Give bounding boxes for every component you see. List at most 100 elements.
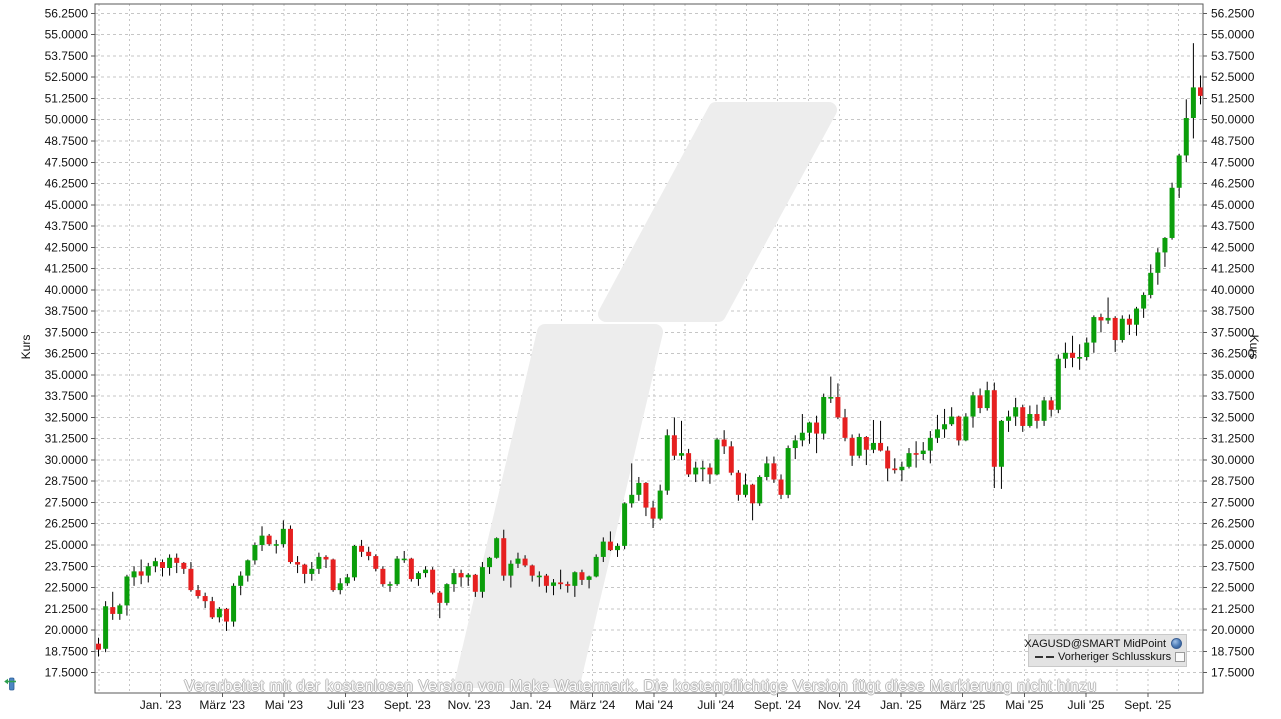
candle bbox=[750, 483, 756, 521]
x-axis[interactable]: Jan. '23 März '23 Mai '23 Juli '23 Sept. '23… bbox=[140, 693, 1172, 712]
candle bbox=[501, 529, 507, 581]
candle bbox=[678, 420, 684, 460]
candle bbox=[906, 448, 912, 469]
svg-text:21.2500: 21.2500 bbox=[1211, 602, 1255, 616]
svg-text:31.2500: 31.2500 bbox=[45, 432, 89, 446]
legend-series-row: XAGUSD@SMART MidPoint bbox=[1024, 637, 1182, 651]
svg-text:41.2500: 41.2500 bbox=[1211, 262, 1255, 276]
svg-text:41.2500: 41.2500 bbox=[45, 262, 89, 276]
svg-text:30.0000: 30.0000 bbox=[45, 453, 89, 467]
candle bbox=[1084, 337, 1090, 361]
candle bbox=[892, 458, 898, 474]
candle bbox=[1155, 248, 1161, 285]
candle bbox=[323, 555, 329, 568]
candle bbox=[1041, 397, 1047, 426]
svg-text:53.7500: 53.7500 bbox=[45, 49, 89, 63]
globe-icon[interactable] bbox=[1171, 638, 1182, 650]
candle bbox=[849, 434, 855, 466]
svg-text:26.2500: 26.2500 bbox=[1211, 517, 1255, 531]
y-axis-title-left: Kurs bbox=[19, 334, 33, 360]
candle bbox=[1006, 410, 1012, 432]
svg-text:28.7500: 28.7500 bbox=[45, 474, 89, 488]
candle bbox=[1027, 405, 1033, 428]
svg-text:18.7500: 18.7500 bbox=[45, 644, 89, 658]
svg-text:Jan. '24: Jan. '24 bbox=[510, 698, 552, 712]
y-axis[interactable]: 56.2500 56.2500 55.0000 55.0000 53.7500 53.75… bbox=[45, 6, 1255, 679]
candle bbox=[707, 463, 713, 484]
svg-text:46.2500: 46.2500 bbox=[45, 177, 89, 191]
svg-text:Mai '25: Mai '25 bbox=[1005, 698, 1044, 712]
svg-text:51.2500: 51.2500 bbox=[1211, 91, 1255, 105]
candle bbox=[131, 566, 137, 586]
candle bbox=[1077, 344, 1083, 370]
svg-text:18.7500: 18.7500 bbox=[1211, 644, 1255, 658]
candle bbox=[1198, 75, 1203, 105]
svg-text:28.7500: 28.7500 bbox=[1211, 474, 1255, 488]
candle bbox=[1148, 264, 1154, 299]
candle bbox=[1176, 153, 1182, 198]
candle bbox=[223, 607, 229, 631]
candle bbox=[1098, 313, 1104, 333]
candle bbox=[117, 603, 123, 620]
candle bbox=[878, 420, 884, 452]
svg-text:37.5000: 37.5000 bbox=[1211, 325, 1255, 339]
candle bbox=[287, 525, 293, 564]
candle bbox=[295, 556, 301, 574]
candle bbox=[643, 482, 649, 517]
candle bbox=[899, 461, 905, 482]
candle bbox=[586, 575, 592, 589]
candle bbox=[998, 419, 1004, 489]
candle bbox=[686, 448, 692, 477]
candle bbox=[209, 596, 215, 620]
candle bbox=[387, 581, 393, 592]
candle bbox=[302, 563, 308, 584]
svg-text:43.7500: 43.7500 bbox=[1211, 219, 1255, 233]
watermark-slash bbox=[455, 102, 837, 688]
svg-text:März '24: März '24 bbox=[570, 698, 616, 712]
candle bbox=[1134, 306, 1140, 336]
candle bbox=[671, 417, 677, 460]
svg-text:17.5000: 17.5000 bbox=[1211, 666, 1255, 680]
svg-text:31.2500: 31.2500 bbox=[1211, 432, 1255, 446]
svg-text:45.0000: 45.0000 bbox=[45, 198, 89, 212]
candle bbox=[607, 531, 613, 551]
svg-text:Sept. '24: Sept. '24 bbox=[754, 698, 801, 712]
candle bbox=[778, 474, 784, 500]
candle bbox=[956, 415, 962, 446]
candle bbox=[124, 574, 130, 616]
candle bbox=[259, 526, 265, 551]
candle bbox=[458, 569, 464, 587]
candle bbox=[273, 539, 279, 554]
candle bbox=[202, 592, 208, 608]
scroll-to-start-icon[interactable] bbox=[2, 676, 18, 692]
svg-text:48.7500: 48.7500 bbox=[1211, 134, 1255, 148]
candle bbox=[394, 556, 400, 586]
svg-text:47.5000: 47.5000 bbox=[45, 155, 89, 169]
candle bbox=[280, 520, 286, 548]
candle bbox=[472, 573, 478, 597]
svg-text:25.0000: 25.0000 bbox=[45, 538, 89, 552]
candle bbox=[1162, 237, 1168, 267]
svg-text:42.5000: 42.5000 bbox=[1211, 240, 1255, 254]
candle bbox=[110, 591, 116, 620]
candle bbox=[863, 436, 869, 466]
candle bbox=[949, 407, 955, 426]
candle bbox=[1169, 182, 1175, 240]
candle bbox=[735, 470, 741, 501]
previous-close-checkbox[interactable] bbox=[1175, 652, 1186, 663]
candle bbox=[380, 566, 386, 587]
candle bbox=[835, 383, 841, 420]
candle bbox=[934, 414, 940, 443]
svg-text:26.2500: 26.2500 bbox=[45, 517, 89, 531]
candle bbox=[970, 391, 976, 428]
candle bbox=[636, 476, 642, 501]
candle bbox=[771, 456, 777, 483]
candle bbox=[870, 419, 876, 454]
candle bbox=[1070, 335, 1076, 368]
plot-border bbox=[94, 3, 1204, 694]
candle bbox=[792, 435, 798, 460]
candle bbox=[693, 461, 699, 483]
svg-text:52.5000: 52.5000 bbox=[45, 70, 89, 84]
